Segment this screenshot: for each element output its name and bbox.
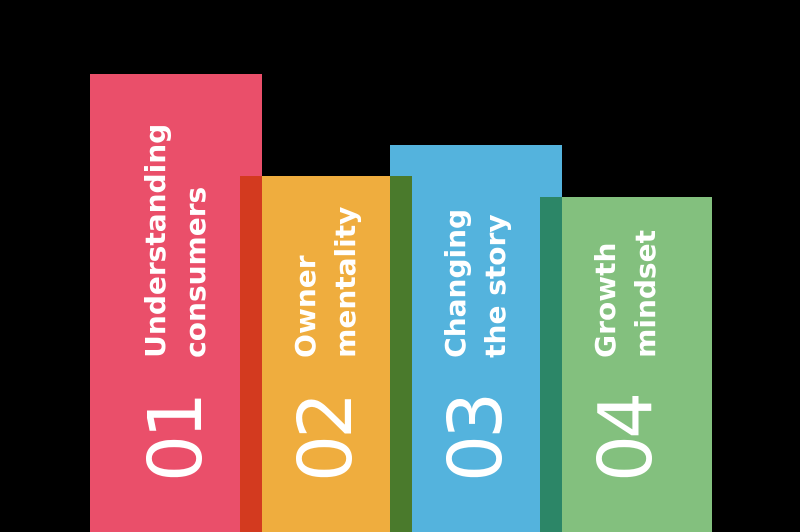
step-number-1: 01 — [133, 395, 219, 482]
step-label-2-line-2: mentality — [329, 206, 362, 358]
step-label-3: Changing the story — [436, 209, 516, 358]
step-bar-2-content: 02 Owner mentality — [240, 176, 412, 532]
step-label-2-line-1: Owner — [289, 255, 322, 358]
step-bar-1-content: 01 Understanding consumers — [90, 74, 262, 532]
step-label-3-line-1: Changing — [439, 208, 472, 358]
overlap-shadow-3-4 — [540, 197, 562, 532]
step-number-3: 03 — [433, 395, 519, 482]
step-label-4: Growth mindset — [586, 230, 666, 358]
step-label-1: Understanding consumers — [136, 124, 216, 358]
step-bar-3-content: 03 Changing the story — [390, 145, 562, 532]
step-number-4: 04 — [583, 395, 669, 482]
step-label-1-line-2: consumers — [179, 186, 212, 358]
step-label-4-line-2: mindset — [629, 230, 662, 358]
step-number-2: 02 — [283, 395, 369, 482]
step-bar-3: 03 Changing the story — [390, 145, 562, 532]
step-label-2: Owner mentality — [286, 207, 366, 358]
overlap-shadow-2-3 — [390, 176, 412, 532]
step-bar-2: 02 Owner mentality — [240, 176, 412, 532]
step-bar-1: 01 Understanding consumers — [90, 74, 262, 532]
step-bar-4: 04 Growth mindset — [540, 197, 712, 532]
step-bar-4-content: 04 Growth mindset — [540, 197, 712, 532]
step-label-4-line-1: Growth — [589, 242, 622, 358]
overlap-shadow-1-2 — [240, 176, 262, 532]
step-label-3-line-2: the story — [479, 214, 512, 358]
step-label-1-line-1: Understanding — [139, 123, 172, 358]
